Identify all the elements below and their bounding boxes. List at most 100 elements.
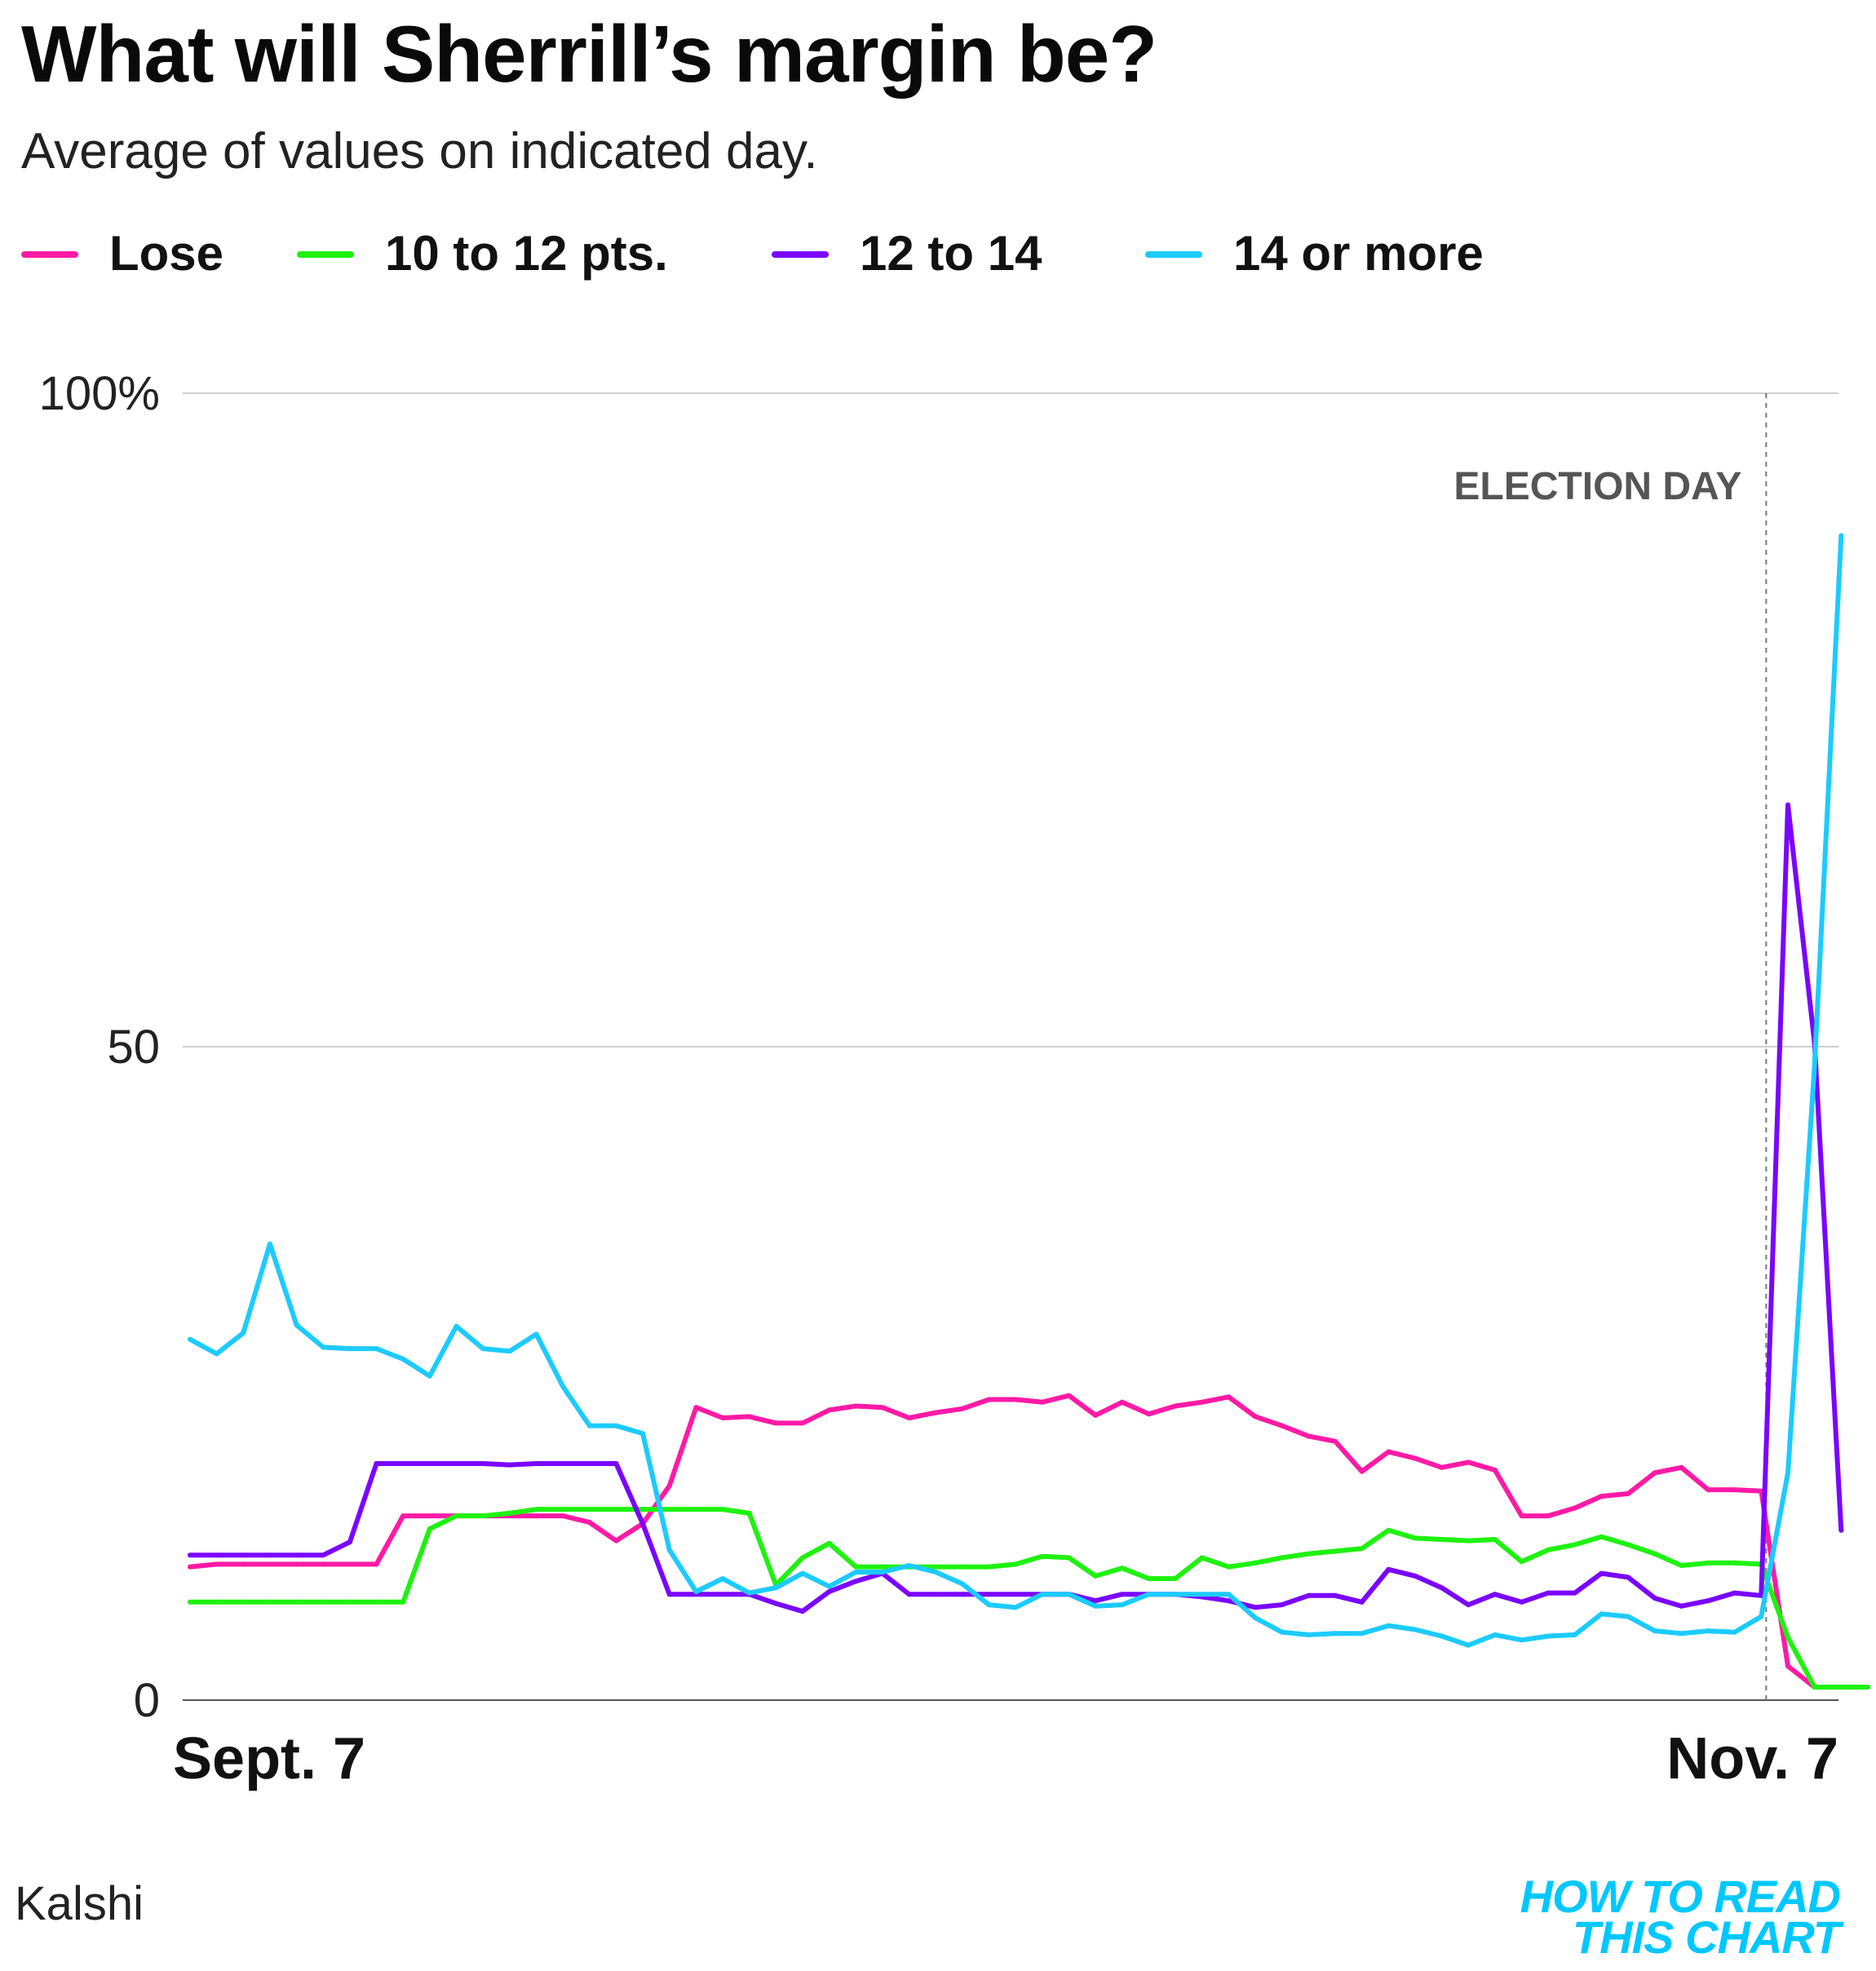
data-point-12-to-14-27 [906, 1592, 912, 1597]
data-point-10-to-12-pts-26 [879, 1564, 885, 1570]
data-point-10-to-12-pts-19 [693, 1507, 699, 1513]
series-line-12-to-14 [188, 802, 1844, 1614]
data-point-lose-8 [400, 1513, 406, 1519]
data-point-14-or-more-50 [1519, 1637, 1524, 1643]
data-point-10-to-12-pts-43 [1333, 1548, 1338, 1554]
data-point-12-to-14-3 [267, 1552, 272, 1558]
data-point-lose-54 [1626, 1490, 1631, 1496]
data-point-lose-37 [1173, 1403, 1178, 1409]
data-point-12-to-14-24 [826, 1589, 832, 1594]
data-point-10-to-12-pts-6 [347, 1599, 352, 1605]
data-point-14-or-more-44 [1359, 1631, 1365, 1637]
x-axis: Sept. 7 Nov. 7 [173, 1726, 1838, 1792]
data-point-lose-51 [1546, 1513, 1551, 1519]
data-point-12-to-14-12 [507, 1462, 512, 1468]
data-point-12-to-14-13 [533, 1461, 539, 1466]
data-point-12-to-14-58 [1732, 1590, 1737, 1596]
data-point-10-to-12-pts-41 [1279, 1555, 1285, 1561]
data-point-14-or-more-4 [294, 1322, 299, 1328]
data-point-10-to-12-pts-49 [1492, 1537, 1498, 1542]
data-point-10-to-12-pts-23 [799, 1555, 805, 1561]
data-point-lose-47 [1439, 1464, 1445, 1470]
data-point-lose-19 [693, 1405, 699, 1411]
data-point-lose-15 [586, 1520, 592, 1526]
data-point-lose-18 [666, 1483, 672, 1489]
data-point-lose-45 [1386, 1449, 1392, 1455]
data-point-10-to-12-pts-1 [214, 1599, 219, 1605]
data-point-12-to-14-42 [1306, 1592, 1312, 1598]
data-point-10-to-12-pts-40 [1253, 1560, 1258, 1566]
data-point-14-or-more-11 [480, 1346, 486, 1352]
data-point-12-to-14-11 [480, 1461, 486, 1466]
data-point-14-or-more-38 [1199, 1592, 1205, 1597]
data-point-14-or-more-19 [693, 1589, 699, 1594]
data-point-12-to-14-6 [347, 1539, 352, 1545]
data-point-14-or-more-18 [666, 1547, 672, 1552]
data-point-10-to-12-pts-25 [853, 1564, 859, 1570]
data-point-14-or-more-61 [1812, 1064, 1817, 1069]
data-point-12-to-14-55 [1652, 1596, 1657, 1601]
data-point-14-or-more-12 [507, 1349, 512, 1354]
data-point-14-or-more-29 [959, 1581, 965, 1587]
data-point-10-to-12-pts-8 [400, 1599, 406, 1605]
data-point-14-or-more-56 [1679, 1631, 1684, 1637]
brand-logo-line1: HOW TO READ [1520, 1871, 1841, 1922]
data-point-10-to-12-pts-7 [374, 1599, 379, 1605]
data-point-12-to-14-46 [1412, 1573, 1418, 1579]
data-point-10-to-12-pts-11 [480, 1513, 486, 1519]
legend-label-12-to-14: 12 to 14 [860, 226, 1042, 281]
data-point-10-to-12-pts-14 [560, 1507, 566, 1513]
data-point-lose-9 [427, 1513, 432, 1519]
data-point-14-or-more-16 [613, 1423, 619, 1428]
data-point-12-to-14-2 [241, 1552, 246, 1558]
data-point-10-to-12-pts-21 [746, 1510, 752, 1516]
data-point-10-to-12-pts-36 [1146, 1576, 1152, 1581]
data-point-14-or-more-23 [799, 1570, 805, 1576]
y-tick-label-100: 100% [39, 367, 160, 420]
data-point-10-to-12-pts-63 [1865, 1685, 1870, 1690]
data-point-10-to-12-pts-60 [1785, 1635, 1790, 1641]
data-point-12-to-14-47 [1439, 1585, 1445, 1591]
data-point-12-to-14-10 [454, 1461, 459, 1466]
data-point-14-or-more-35 [1119, 1602, 1125, 1608]
data-point-14-or-more-41 [1279, 1629, 1285, 1635]
data-point-14-or-more-26 [879, 1570, 885, 1575]
data-point-14-or-more-33 [1066, 1592, 1072, 1597]
grid-layer: 0 50 100% [39, 367, 1838, 1727]
data-point-14-or-more-62 [1838, 533, 1844, 538]
data-point-12-to-14-31 [1013, 1592, 1019, 1597]
data-point-14-or-more-0 [188, 1336, 192, 1342]
data-point-10-to-12-pts-39 [1226, 1564, 1232, 1570]
data-point-14-or-more-60 [1785, 1470, 1790, 1476]
data-point-lose-52 [1572, 1505, 1577, 1511]
data-point-10-to-12-pts-62 [1838, 1685, 1844, 1690]
data-point-lose-41 [1279, 1423, 1285, 1428]
data-point-12-to-14-14 [560, 1461, 566, 1466]
data-point-12-to-14-17 [640, 1521, 645, 1526]
data-point-10-to-12-pts-61 [1812, 1685, 1817, 1690]
data-point-12-to-14-48 [1466, 1602, 1471, 1608]
data-point-10-to-12-pts-9 [427, 1526, 432, 1532]
data-point-lose-6 [347, 1561, 352, 1567]
data-point-10-to-12-pts-34 [1093, 1573, 1099, 1579]
data-point-14-or-more-1 [214, 1351, 219, 1357]
data-point-12-to-14-40 [1253, 1605, 1258, 1610]
data-point-lose-7 [374, 1561, 379, 1567]
data-point-14-or-more-27 [906, 1563, 912, 1568]
data-point-10-to-12-pts-37 [1173, 1576, 1178, 1581]
data-point-14-or-more-37 [1173, 1592, 1178, 1597]
data-point-12-to-14-57 [1706, 1598, 1711, 1604]
data-point-lose-34 [1093, 1412, 1099, 1418]
chart-subtitle: Average of values on indicated day. [21, 123, 818, 179]
data-point-14-or-more-53 [1599, 1611, 1604, 1617]
data-point-14-or-more-46 [1412, 1627, 1418, 1632]
data-point-lose-3 [267, 1561, 272, 1567]
data-point-14-or-more-10 [454, 1323, 459, 1329]
data-point-10-to-12-pts-53 [1599, 1534, 1604, 1539]
data-point-12-to-14-18 [666, 1592, 672, 1597]
data-point-14-or-more-45 [1386, 1623, 1392, 1628]
x-tick-label-sept-7: Sept. 7 [173, 1726, 365, 1792]
data-point-lose-40 [1253, 1414, 1258, 1420]
data-point-10-to-12-pts-2 [241, 1599, 246, 1605]
